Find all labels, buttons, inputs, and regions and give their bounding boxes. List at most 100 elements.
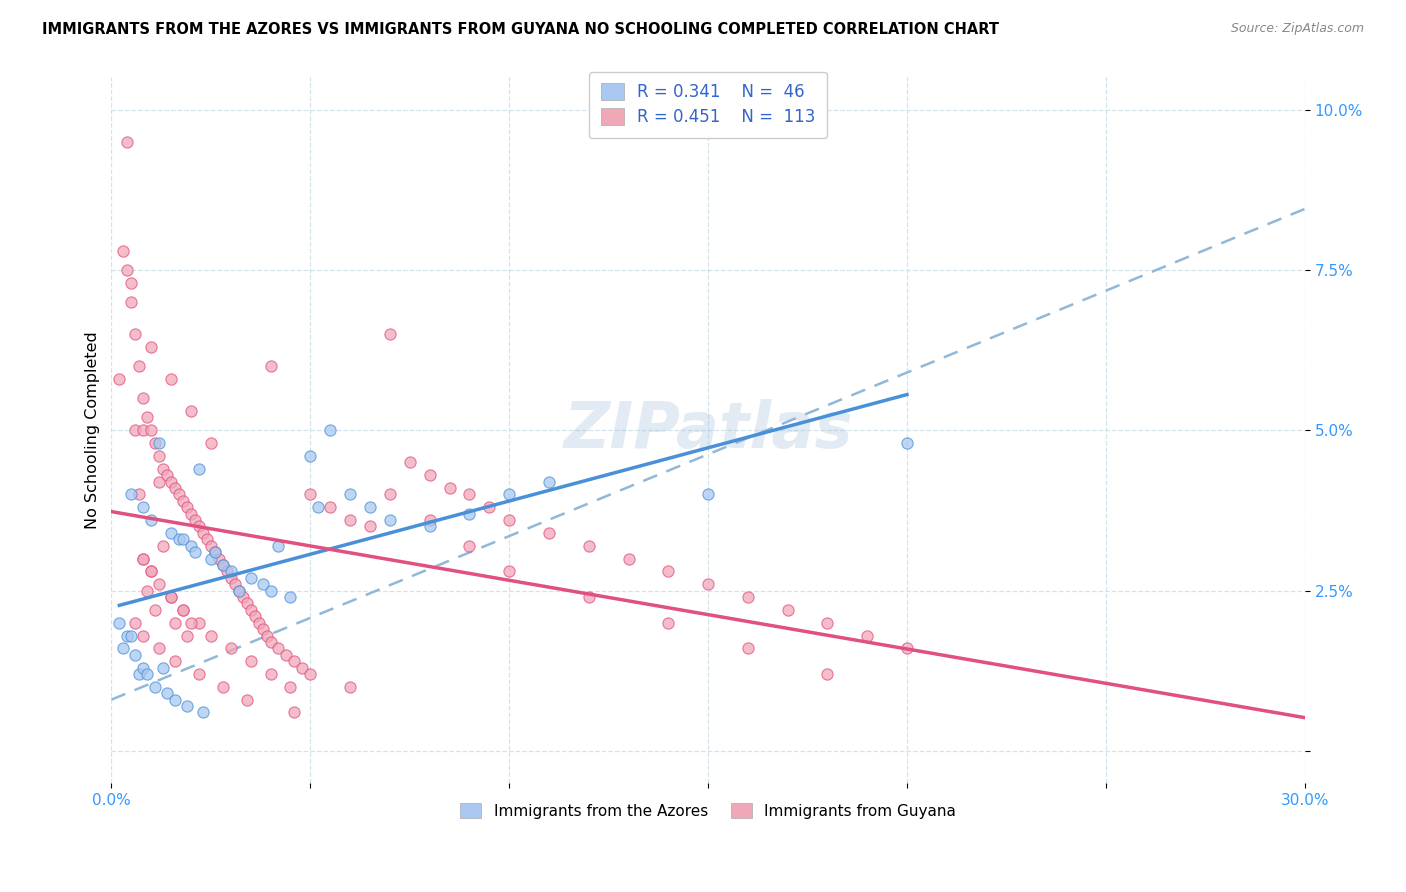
Point bbox=[280, 680, 302, 694]
Point bbox=[148, 449, 170, 463]
Point bbox=[184, 545, 207, 559]
Point bbox=[136, 410, 159, 425]
Point bbox=[128, 359, 150, 373]
Point bbox=[228, 583, 250, 598]
Point bbox=[184, 513, 207, 527]
Point bbox=[141, 565, 163, 579]
Point bbox=[117, 628, 139, 642]
Point bbox=[697, 577, 720, 591]
Point bbox=[141, 565, 163, 579]
Point bbox=[120, 487, 142, 501]
Point bbox=[187, 519, 209, 533]
Point bbox=[219, 571, 242, 585]
Point bbox=[191, 525, 214, 540]
Point bbox=[458, 539, 481, 553]
Point bbox=[124, 423, 146, 437]
Point bbox=[180, 404, 202, 418]
Point bbox=[478, 500, 501, 515]
Point bbox=[247, 615, 270, 630]
Point bbox=[132, 628, 155, 642]
Point bbox=[280, 590, 302, 604]
Point bbox=[108, 615, 131, 630]
Point bbox=[252, 577, 274, 591]
Point bbox=[378, 487, 401, 501]
Point bbox=[160, 475, 183, 489]
Point bbox=[339, 513, 361, 527]
Point bbox=[359, 500, 381, 515]
Point bbox=[156, 468, 179, 483]
Point bbox=[124, 326, 146, 341]
Point bbox=[160, 372, 183, 386]
Point bbox=[160, 590, 183, 604]
Point bbox=[152, 461, 174, 475]
Point bbox=[128, 667, 150, 681]
Point bbox=[124, 615, 146, 630]
Point bbox=[228, 583, 250, 598]
Point bbox=[896, 436, 918, 450]
Point bbox=[259, 635, 281, 649]
Point bbox=[187, 615, 209, 630]
Point bbox=[211, 680, 233, 694]
Point bbox=[252, 622, 274, 636]
Point bbox=[132, 423, 155, 437]
Text: ZIPatlas: ZIPatlas bbox=[564, 400, 853, 461]
Point bbox=[219, 641, 242, 656]
Point bbox=[176, 500, 198, 515]
Point bbox=[191, 706, 214, 720]
Point bbox=[141, 340, 163, 354]
Point bbox=[167, 487, 190, 501]
Point bbox=[697, 487, 720, 501]
Point bbox=[156, 686, 179, 700]
Point bbox=[291, 660, 314, 674]
Point bbox=[143, 680, 166, 694]
Point bbox=[200, 539, 222, 553]
Point bbox=[283, 706, 305, 720]
Point bbox=[259, 359, 281, 373]
Point bbox=[235, 596, 257, 610]
Point bbox=[148, 641, 170, 656]
Point bbox=[817, 615, 839, 630]
Point bbox=[737, 590, 759, 604]
Point bbox=[180, 615, 202, 630]
Point bbox=[307, 500, 329, 515]
Point bbox=[896, 641, 918, 656]
Point bbox=[128, 487, 150, 501]
Point bbox=[176, 699, 198, 714]
Point bbox=[537, 475, 560, 489]
Point bbox=[132, 551, 155, 566]
Point bbox=[165, 692, 187, 706]
Point bbox=[204, 545, 226, 559]
Point bbox=[378, 513, 401, 527]
Point bbox=[187, 667, 209, 681]
Point bbox=[211, 558, 233, 572]
Point bbox=[180, 507, 202, 521]
Point bbox=[239, 571, 262, 585]
Point bbox=[235, 692, 257, 706]
Point bbox=[224, 577, 246, 591]
Point bbox=[211, 558, 233, 572]
Point bbox=[200, 436, 222, 450]
Point bbox=[132, 551, 155, 566]
Point bbox=[172, 533, 194, 547]
Text: Source: ZipAtlas.com: Source: ZipAtlas.com bbox=[1230, 22, 1364, 36]
Point bbox=[152, 660, 174, 674]
Point bbox=[537, 525, 560, 540]
Point bbox=[817, 667, 839, 681]
Point bbox=[243, 609, 266, 624]
Point bbox=[283, 654, 305, 668]
Point bbox=[132, 391, 155, 405]
Point bbox=[239, 603, 262, 617]
Point bbox=[112, 244, 135, 258]
Point bbox=[276, 648, 298, 662]
Point bbox=[856, 628, 879, 642]
Point bbox=[737, 641, 759, 656]
Point bbox=[160, 590, 183, 604]
Point bbox=[195, 533, 218, 547]
Point bbox=[398, 455, 420, 469]
Point bbox=[143, 603, 166, 617]
Point bbox=[378, 326, 401, 341]
Point bbox=[148, 436, 170, 450]
Point bbox=[319, 423, 342, 437]
Point bbox=[498, 487, 520, 501]
Point bbox=[172, 603, 194, 617]
